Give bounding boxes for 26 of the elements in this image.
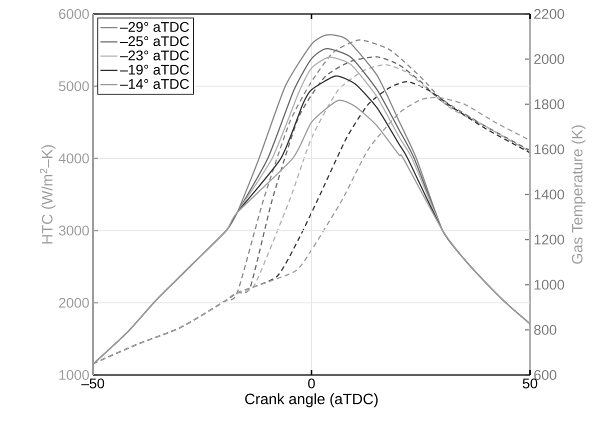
legend-label: –29° aTDC xyxy=(120,22,189,32)
y-tick-label: 3000 xyxy=(58,226,89,236)
y2-tick-label: 2000 xyxy=(534,54,564,64)
y-tick-label: 5000 xyxy=(58,81,89,92)
y2-axis-title: Gas Temperature (K) xyxy=(572,125,586,264)
legend-label: –25° aTDC xyxy=(120,36,189,46)
x-tick-label: 50 xyxy=(522,378,538,388)
y-axis-title: HTC (W/m$^{2}$–K) xyxy=(40,145,56,244)
y-tick-label: 2000 xyxy=(59,298,89,308)
y2-tick-label: 1200 xyxy=(534,234,564,245)
y2-tick-label: 1800 xyxy=(534,99,564,110)
y2-tick-label: 1600 xyxy=(534,144,564,154)
y2-tick-label: 800 xyxy=(534,324,556,335)
x-axis-title: Crank angle (aTDC) xyxy=(245,393,378,408)
legend-label: –19° aTDC xyxy=(120,64,189,75)
y-tick-label: 4000 xyxy=(58,153,89,164)
x-tick-label: –50 xyxy=(81,378,104,388)
y2-tick-label: 600 xyxy=(534,370,556,380)
y2-tick-label: 2200 xyxy=(534,9,564,19)
legend-label: –14° aTDC xyxy=(120,79,189,89)
y-tick-label: 6000 xyxy=(59,9,89,19)
y2-tick-label: 1400 xyxy=(534,190,564,200)
legend-label: –23° aTDC xyxy=(120,50,189,60)
y-tick-label: 1000 xyxy=(59,370,89,380)
y2-tick-label: 1000 xyxy=(534,280,564,290)
x-tick-label: 0 xyxy=(308,378,315,388)
